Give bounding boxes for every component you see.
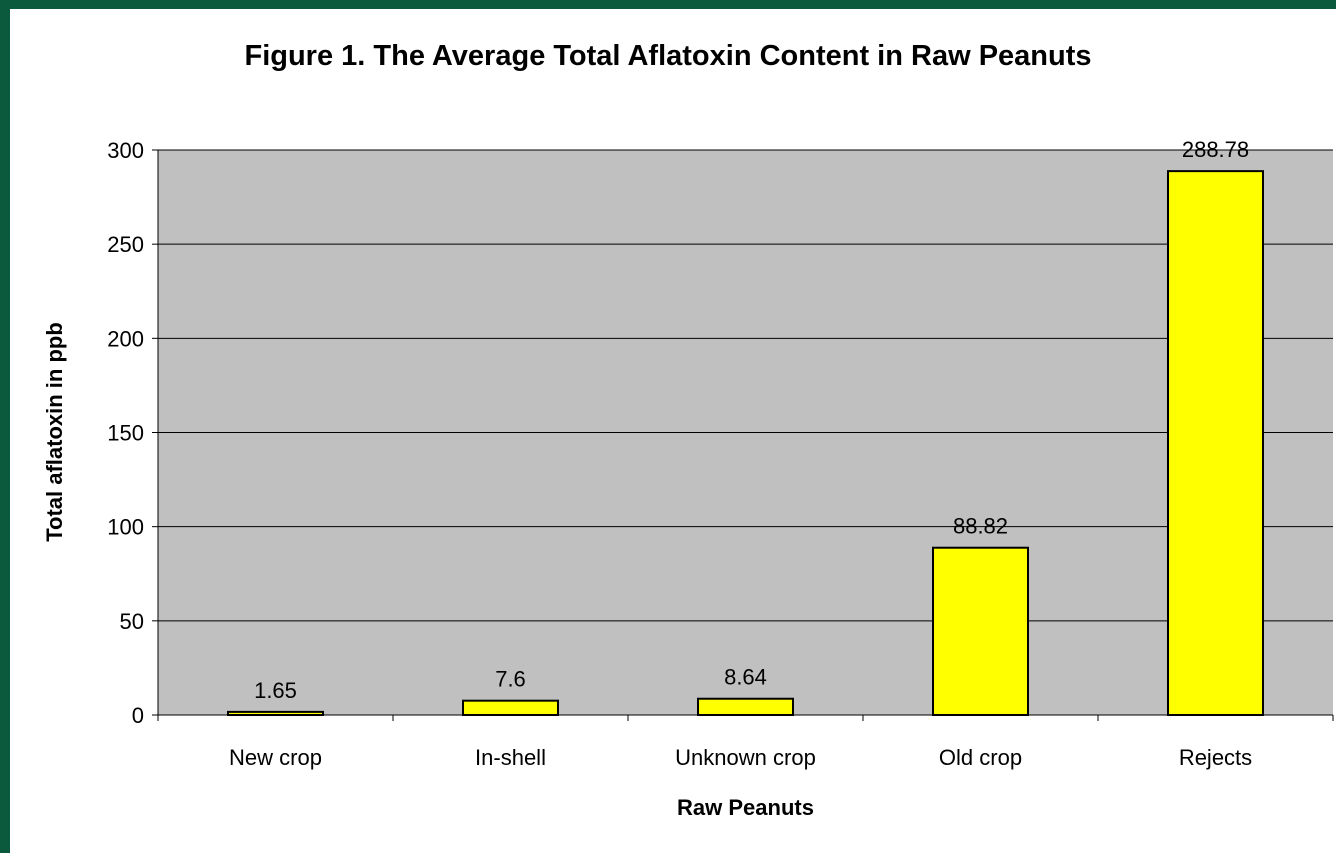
x-tick-label: In-shell [475,745,546,770]
bar [1167,170,1264,717]
y-tick-label: 100 [107,515,144,540]
data-label: 8.64 [724,665,767,690]
bar [462,699,559,716]
x-tick-label: Unknown crop [675,745,816,770]
data-label: 7.6 [495,667,526,692]
x-tick-label: Rejects [1179,745,1252,770]
y-tick-label: 150 [107,421,144,446]
bar [697,697,794,717]
x-axis-label: Raw Peanuts [677,795,814,820]
y-tick-label: 50 [120,609,144,634]
data-label: 288.78 [1182,137,1249,162]
data-label: 88.82 [953,514,1008,539]
y-tick-label: 0 [132,703,144,728]
bar [932,546,1029,717]
y-tick-label: 200 [107,326,144,351]
chart-title: Figure 1. The Average Total Aflatoxin Co… [244,40,1092,72]
y-tick-label: 250 [107,232,144,257]
y-tick-label: 300 [107,138,144,163]
x-tick-label: New crop [229,745,322,770]
x-tick-label: Old crop [939,745,1022,770]
data-label: 1.65 [254,678,297,703]
